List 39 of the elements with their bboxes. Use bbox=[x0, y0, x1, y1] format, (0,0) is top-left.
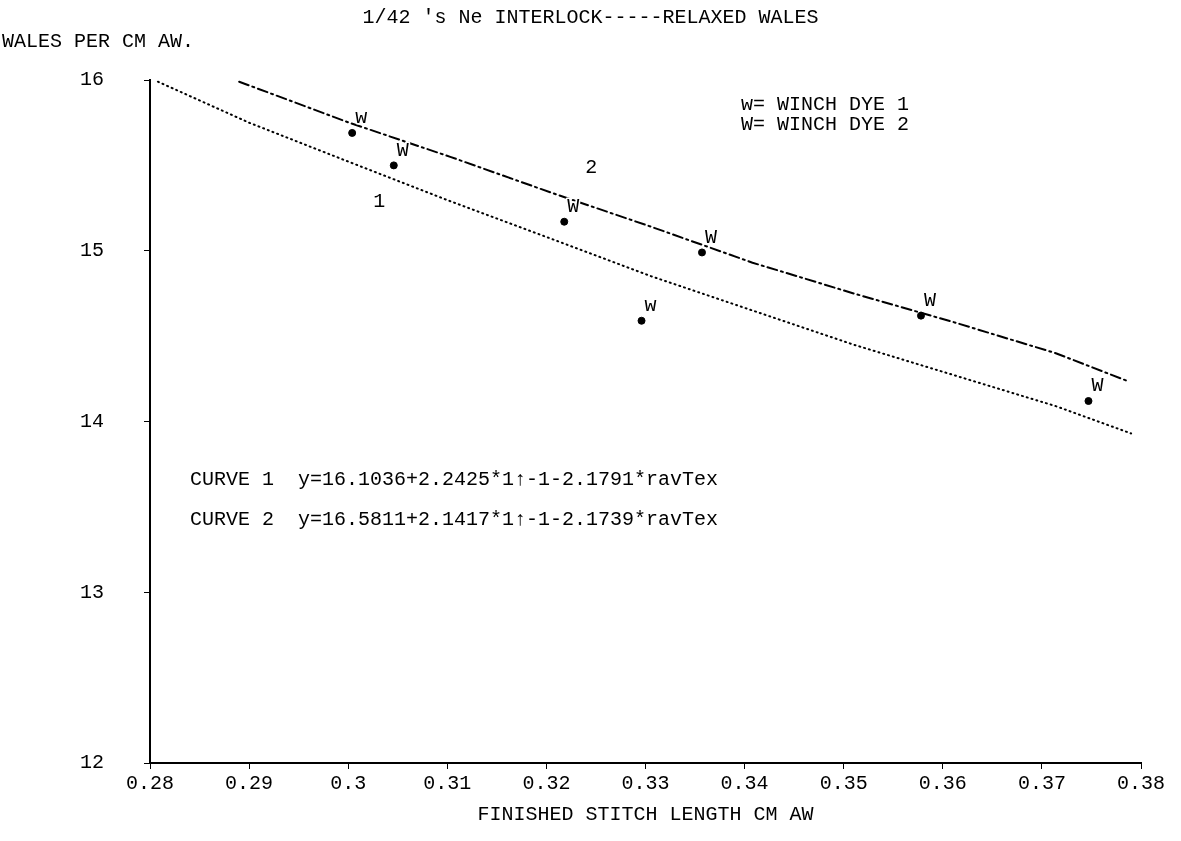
series-label: 1 bbox=[373, 190, 386, 214]
line-series bbox=[156, 80, 1133, 435]
point bbox=[348, 128, 357, 137]
point bbox=[1084, 397, 1093, 406]
text: w bbox=[355, 106, 368, 130]
x-tick-label: 0.36 bbox=[918, 772, 967, 796]
y-tick-label: 15 bbox=[79, 239, 104, 263]
x-tick-label: 0.35 bbox=[819, 772, 868, 796]
x-tick-label: 0.28 bbox=[126, 772, 175, 796]
x-tick-label: 0.38 bbox=[1116, 772, 1166, 796]
chart-title: 1/42 's Ne INTERLOCK-----RELAXED WALES bbox=[362, 6, 819, 30]
x-tick-label: 0.32 bbox=[522, 772, 571, 796]
y-tick-label: 16 bbox=[79, 68, 104, 92]
y-axis-title: WALES PER CM AW. bbox=[2, 30, 195, 54]
x-tick-label: 0.34 bbox=[720, 772, 769, 796]
y-tick-label: 12 bbox=[79, 751, 104, 775]
annotation: CURVE 2 y=16.5811+2.1417*1↑-1-2.1739*ravTex bbox=[190, 508, 719, 531]
text: W bbox=[1091, 374, 1104, 398]
text: W bbox=[923, 288, 937, 312]
y-tick-label: 14 bbox=[79, 409, 104, 433]
x-axis-title: FINISHED STITCH LENGTH CM AW bbox=[477, 803, 814, 827]
x-tick-label: 0.29 bbox=[225, 772, 274, 796]
text: W bbox=[704, 225, 717, 249]
x-tick-label: 0.31 bbox=[423, 772, 472, 796]
annotation: w= WINCH DYE 1 bbox=[741, 93, 910, 116]
point bbox=[389, 161, 398, 170]
point bbox=[697, 248, 706, 257]
x-tick-label: 0.33 bbox=[621, 772, 670, 796]
annotation: W= WINCH DYE 2 bbox=[741, 113, 910, 136]
series-label: W bbox=[567, 195, 580, 219]
series-label: 2 bbox=[585, 155, 598, 179]
x-tick-label: 0.3 bbox=[330, 772, 367, 796]
annotation: CURVE 1 y=16.1036+2.2425*1↑-1-2.1791*ravTex bbox=[190, 468, 719, 491]
series-label: w bbox=[644, 294, 657, 318]
text: W bbox=[396, 138, 409, 162]
point bbox=[637, 316, 646, 325]
x-tick-label: 0.37 bbox=[1017, 772, 1066, 796]
y-tick-label: 13 bbox=[79, 580, 104, 604]
point bbox=[560, 217, 569, 226]
